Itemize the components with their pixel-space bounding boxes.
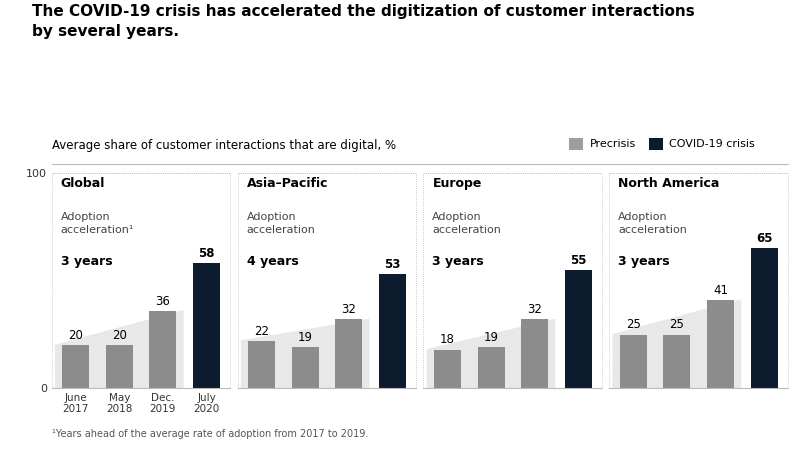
Text: 25: 25: [669, 318, 685, 331]
Text: Europe: Europe: [432, 177, 482, 190]
Text: 41: 41: [713, 284, 728, 297]
Polygon shape: [427, 319, 555, 388]
Bar: [335, 319, 362, 388]
Text: The COVID-19 crisis has accelerated the digitization of customer interactions
by: The COVID-19 crisis has accelerated the …: [32, 4, 695, 39]
Text: COVID-19 crisis: COVID-19 crisis: [669, 139, 755, 149]
Bar: [193, 264, 220, 388]
Bar: [751, 248, 778, 388]
Text: Asia–Pacific: Asia–Pacific: [247, 177, 328, 190]
Bar: [478, 348, 505, 388]
Text: 36: 36: [155, 295, 170, 308]
Text: Precrisis: Precrisis: [590, 139, 636, 149]
Text: Adoption
acceleration¹: Adoption acceleration¹: [60, 211, 134, 235]
Text: Adoption
acceleration: Adoption acceleration: [247, 211, 315, 235]
Bar: [150, 311, 177, 388]
Text: Adoption
acceleration: Adoption acceleration: [432, 211, 501, 235]
Text: 65: 65: [756, 232, 772, 245]
Bar: [291, 348, 318, 388]
Bar: [707, 300, 734, 388]
Polygon shape: [613, 300, 740, 388]
Text: 32: 32: [341, 303, 356, 316]
Text: 18: 18: [440, 333, 455, 346]
Polygon shape: [241, 319, 369, 388]
Bar: [379, 274, 406, 388]
Polygon shape: [56, 311, 183, 388]
Text: 3 years: 3 years: [60, 255, 112, 268]
Bar: [434, 350, 461, 388]
Bar: [521, 319, 548, 388]
Text: 32: 32: [527, 303, 542, 316]
Text: 25: 25: [626, 318, 641, 331]
Text: 20: 20: [68, 329, 83, 342]
Text: 20: 20: [112, 329, 127, 342]
Text: 4 years: 4 years: [247, 255, 298, 268]
Bar: [62, 345, 89, 388]
Text: Adoption
acceleration: Adoption acceleration: [618, 211, 687, 235]
Bar: [248, 341, 275, 388]
Text: ¹Years ahead of the average rate of adoption from 2017 to 2019.: ¹Years ahead of the average rate of adop…: [52, 429, 368, 439]
Text: 55: 55: [570, 254, 587, 267]
Text: 3 years: 3 years: [618, 255, 670, 268]
Bar: [106, 345, 133, 388]
Bar: [620, 335, 647, 388]
Text: 19: 19: [298, 331, 313, 344]
Bar: [663, 335, 690, 388]
Text: 58: 58: [198, 247, 215, 260]
Text: Global: Global: [60, 177, 105, 190]
Text: North America: North America: [618, 177, 720, 190]
Text: 22: 22: [254, 325, 269, 338]
Text: 53: 53: [384, 258, 400, 271]
Text: Average share of customer interactions that are digital, %: Average share of customer interactions t…: [52, 139, 396, 152]
Text: 3 years: 3 years: [432, 255, 484, 268]
Bar: [564, 270, 591, 388]
Text: 19: 19: [483, 331, 498, 344]
